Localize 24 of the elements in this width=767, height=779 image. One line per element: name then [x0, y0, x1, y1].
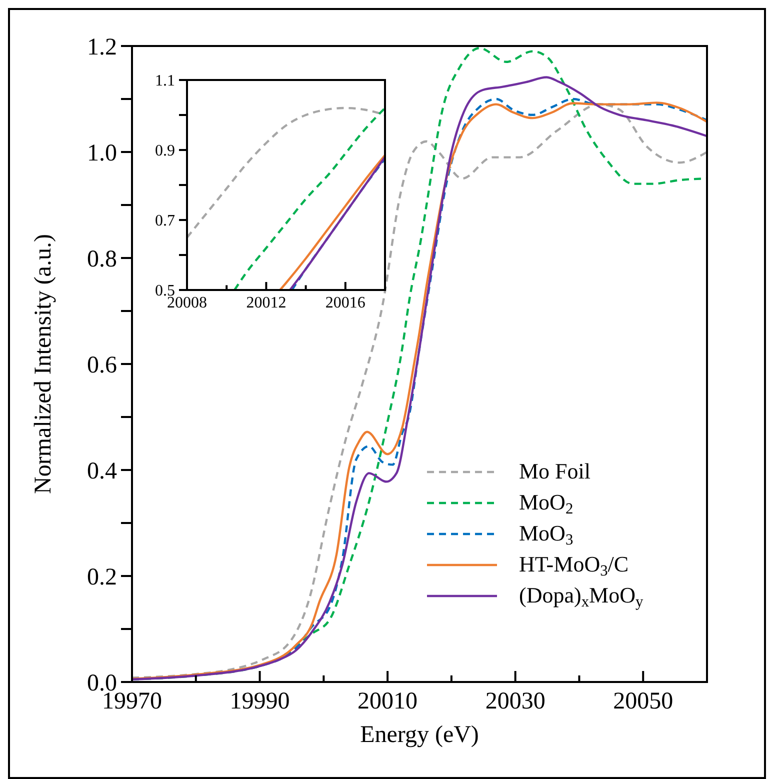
line-series	[233, 106, 385, 290]
x-tick-label: 19990	[230, 688, 290, 714]
y-tick-label: 1.2	[87, 34, 117, 60]
x-tick-label: 20016	[325, 294, 366, 312]
x-tick-label: 20050	[613, 688, 674, 714]
x-tick-label: 20012	[246, 294, 286, 312]
y-tick-label: 0.8	[87, 246, 117, 272]
y-tick-label: 0.7	[155, 212, 175, 230]
y-tick-label: 0.4	[87, 458, 117, 484]
x-tick-label: 20030	[485, 688, 546, 714]
legend-label: MoO$_{3}$	[519, 520, 574, 548]
line-series	[187, 106, 385, 239]
y-tick-label: 0.2	[87, 564, 117, 590]
y-tick-label: 1.1	[155, 72, 175, 90]
y-tick-label: 0.6	[87, 352, 117, 378]
legend-label: Mo Foil	[519, 458, 591, 484]
y-tick-label: 0.9	[155, 142, 175, 160]
x-tick-label: 20010	[358, 688, 418, 714]
x-axis-title: Energy (eV)	[360, 722, 479, 748]
legend-label: MoO$_{2}$	[519, 490, 574, 518]
y-axis-title: Normalized Intensity (a.u.)	[30, 234, 56, 494]
legend-label: (Dopa)$_{x}$MoO$_{y}$	[519, 582, 644, 610]
legend-label: HT-MoO$_{3}$/C	[519, 552, 629, 580]
y-tick-label: 1.0	[87, 140, 117, 166]
